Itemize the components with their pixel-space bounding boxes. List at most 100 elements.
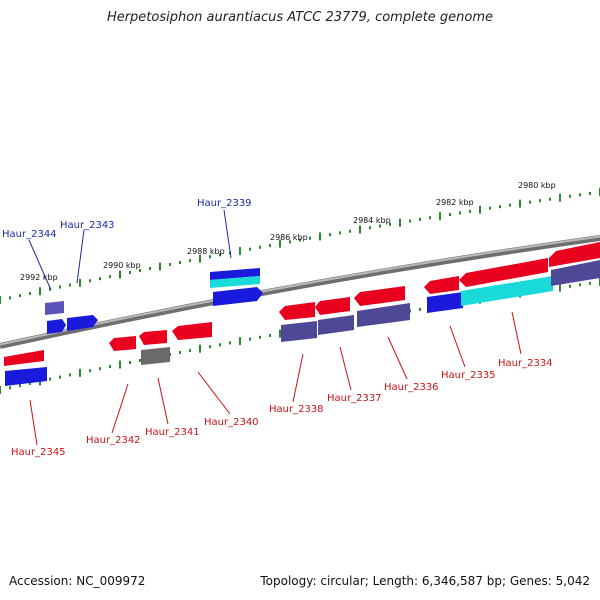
- kbp-label-2988: 2988 kbp: [187, 247, 225, 256]
- kbp-tick-mark: [239, 337, 241, 346]
- gene-label-haur-2337[interactable]: Haur_2337: [327, 393, 382, 404]
- gene-arrow-haur-2338[interactable]: [279, 302, 315, 320]
- gene-label-haur-2334[interactable]: Haur_2334: [498, 358, 553, 369]
- gene-arrow-haur-2339-b[interactable]: [210, 276, 260, 288]
- kbp-tick-mark: [399, 218, 401, 227]
- gene-arrow-haur-2345b[interactable]: [5, 367, 47, 386]
- gene-label-haur-2344[interactable]: Haur_2344: [2, 229, 57, 240]
- kbp-tick-mark: [119, 270, 121, 279]
- kbp-tick-mark: [189, 259, 191, 263]
- gene-arrow-haur-2334[interactable]: [459, 258, 548, 287]
- gene-label-haur-2339[interactable]: Haur_2339: [197, 198, 252, 209]
- kbp-tick-mark: [9, 386, 11, 390]
- gene-arrow-haur-2334-red2[interactable]: [549, 242, 600, 267]
- kbp-tick-mark: [9, 296, 11, 300]
- kbp-tick-mark: [479, 205, 481, 214]
- kbp-tick-mark: [209, 345, 211, 349]
- kbp-tick-mark: [189, 349, 191, 353]
- kbp-tick-mark: [349, 229, 351, 233]
- kbp-tick-mark: [259, 335, 261, 339]
- gene-arrow-haur-2337[interactable]: [315, 297, 350, 315]
- gene-arrow-haur-2343[interactable]: [67, 315, 98, 331]
- kbp-tick-mark: [329, 233, 331, 237]
- gene-arrow-haur-2335b[interactable]: [427, 292, 463, 313]
- kbp-tick-mark: [379, 224, 381, 228]
- kbp-tick-mark: [299, 238, 301, 242]
- gene-arrow-haur-2336[interactable]: [354, 286, 405, 306]
- kbp-tick-mark: [139, 269, 141, 273]
- kbp-tick-mark: [309, 236, 311, 240]
- gene-label-haur-2338[interactable]: Haur_2338: [269, 404, 324, 415]
- gene-arrow-haur-2340[interactable]: [172, 322, 212, 340]
- kbp-tick-mark: [449, 213, 451, 216]
- gene-label-haur-2341[interactable]: Haur_2341: [145, 427, 200, 438]
- kbp-tick-mark: [79, 368, 81, 377]
- gene-arrow-haur-2341b[interactable]: [141, 347, 170, 365]
- callout-line-haur-2338: [292, 353, 304, 403]
- gene-arrow-haur-2342[interactable]: [109, 336, 136, 351]
- kbp-tick-mark: [0, 296, 1, 304]
- gene-arrow-haur-2335[interactable]: [424, 276, 459, 294]
- kbp-tick-mark: [89, 279, 91, 283]
- kbp-tick-mark: [569, 194, 571, 198]
- callout-line-haur-2344: [28, 239, 52, 291]
- kbp-tick-mark: [499, 205, 501, 209]
- gene-arrow-haur-2339-c[interactable]: [213, 287, 263, 306]
- callout-line-haur-2339: [223, 209, 232, 259]
- gene-arrow-haur-2334-purple[interactable]: [551, 260, 600, 286]
- gene-label-haur-2343[interactable]: Haur_2343: [60, 220, 115, 231]
- kbp-tick-mark: [369, 226, 371, 230]
- gene-label-haur-2340[interactable]: Haur_2340: [204, 417, 259, 428]
- kbp-tick-mark: [89, 369, 91, 373]
- callout-line-haur-2334: [511, 311, 522, 355]
- kbp-tick-mark: [529, 200, 531, 204]
- gene-arrow-haur-2344[interactable]: [45, 301, 64, 315]
- gene-arrow-haur-2337b[interactable]: [318, 315, 354, 335]
- kbp-tick-mark: [199, 254, 201, 263]
- kbp-tick-mark: [559, 193, 561, 202]
- kbp-tick-mark: [279, 329, 281, 338]
- callout-line-haur-2345: [29, 399, 38, 446]
- genome-summary-text: Topology: circular; Length: 6,346,587 bp…: [260, 574, 590, 588]
- kbp-tick-mark: [419, 217, 421, 221]
- kbp-label-2982: 2982 kbp: [436, 198, 474, 207]
- kbp-tick-mark: [589, 191, 591, 195]
- kbp-tick-mark: [109, 275, 111, 279]
- kbp-tick-mark: [429, 216, 431, 220]
- gene-arrow-haur-2334-cyan[interactable]: [461, 276, 553, 306]
- kbp-tick-mark: [239, 247, 241, 256]
- kbp-tick-mark: [199, 344, 201, 353]
- kbp-tick-mark: [459, 211, 461, 215]
- kbp-label-2980: 2980 kbp: [518, 181, 556, 190]
- kbp-tick-mark: [149, 267, 151, 270]
- gene-arrow-haur-2344b[interactable]: [47, 319, 66, 334]
- gene-arrow-haur-2341[interactable]: [139, 330, 167, 345]
- callout-line-haur-2337: [339, 346, 352, 391]
- gene-label-haur-2342[interactable]: Haur_2342: [86, 435, 141, 446]
- gene-arrow-haur-2338b[interactable]: [281, 321, 317, 342]
- kbp-tick-mark: [119, 360, 121, 369]
- kbp-tick-mark: [579, 283, 581, 287]
- kbp-tick-mark: [409, 219, 411, 223]
- kbp-tick-mark: [169, 263, 171, 267]
- kbp-tick-mark: [289, 240, 291, 244]
- gene-label-haur-2345[interactable]: Haur_2345: [11, 447, 66, 458]
- kbp-tick-mark: [219, 253, 221, 257]
- kbp-tick-mark: [269, 243, 271, 247]
- kbp-tick-mark: [209, 255, 211, 259]
- kbp-tick-mark: [559, 283, 561, 292]
- kbp-tick-mark: [159, 262, 161, 271]
- gene-label-haur-2335[interactable]: Haur_2335: [441, 370, 496, 381]
- kbp-tick-mark: [19, 294, 21, 298]
- kbp-tick-mark: [339, 231, 341, 235]
- map-title: Herpetosiphon aurantiacus ATCC 23779, co…: [106, 10, 494, 25]
- kbp-tick-mark: [99, 277, 101, 281]
- kbp-label-2992: 2992 kbp: [20, 273, 58, 282]
- gene-arrow-haur-2345[interactable]: [4, 350, 44, 366]
- gene-label-haur-2336[interactable]: Haur_2336: [384, 382, 439, 393]
- gene-arrow-haur-2336b[interactable]: [357, 303, 410, 327]
- kbp-label-2986: 2986 kbp: [270, 233, 308, 242]
- callout-line-haur-2342: [111, 383, 129, 434]
- kbp-tick-mark: [519, 199, 521, 208]
- kbp-tick-mark: [29, 291, 31, 295]
